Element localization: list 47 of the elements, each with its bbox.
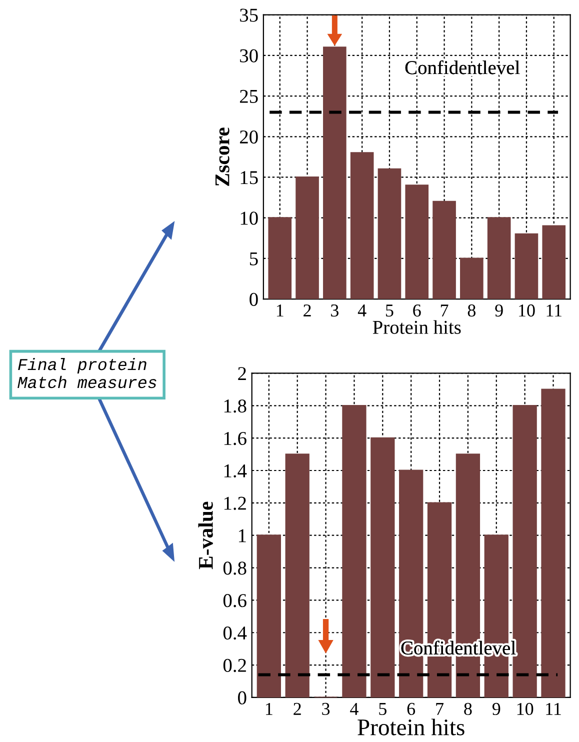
x-tick-label: 3 — [331, 304, 338, 317]
x-tick-label: 6 — [407, 702, 416, 716]
x-tick-label: 3 — [322, 702, 330, 716]
x-tick-label: 9 — [492, 702, 500, 716]
x-tick-label: 7 — [440, 304, 448, 316]
x-tick-label: 8 — [468, 304, 476, 317]
y-tick-label: 25 — [240, 90, 258, 103]
x-tick-label: 9 — [495, 304, 503, 317]
y-tick-label: 0.6 — [223, 594, 246, 608]
y-tick-label: 0.4 — [223, 626, 247, 640]
x-tick-label: 10 — [517, 702, 534, 716]
x-tick-label: 1 — [266, 702, 272, 715]
text: Final protein Match measures — [18, 358, 156, 388]
x-tick-label: 2 — [304, 304, 311, 316]
x-tick-label: 11 — [546, 304, 562, 316]
y-tick-label: 0.8 — [223, 562, 246, 575]
x-tick-label: 10 — [519, 304, 535, 317]
y-tick-label: 0 — [238, 691, 246, 704]
y-tick-label: 2 — [238, 367, 246, 380]
x-tick-label: 5 — [379, 703, 386, 716]
x-tick-label: 2 — [294, 702, 301, 715]
y-tick-label: 1.6 — [224, 432, 246, 446]
ref-line-label: Confidentlevel — [405, 60, 520, 74]
y-tick-label: 5 — [250, 252, 258, 266]
y-tick-label: 1.8 — [224, 399, 246, 413]
x-axis-title: Protein hits — [358, 718, 464, 736]
y-axis-title: Zscore — [216, 128, 230, 186]
y-tick-label: 0 — [250, 292, 258, 306]
x-tick-label: 8 — [464, 702, 472, 716]
x-tick-label: 7 — [436, 703, 444, 715]
x-tick-label: 11 — [546, 702, 561, 715]
y-tick-label: 20 — [240, 130, 258, 144]
y-tick-label: 35 — [240, 8, 258, 22]
x-tick-label: 4 — [350, 702, 358, 715]
y-tick-label: 30 — [240, 49, 258, 62]
x-tick-label: 5 — [386, 304, 394, 317]
y-tick-label: 0.2 — [223, 658, 246, 672]
y-tick-label: 1.4 — [224, 464, 247, 478]
y-axis-title: E-value — [198, 502, 213, 570]
y-tick-label: 15 — [240, 171, 258, 184]
y-tick-label: 1 — [238, 529, 246, 542]
x-axis-title: Protein hits — [372, 320, 461, 334]
x-tick-label: 4 — [358, 304, 366, 316]
y-tick-label: 10 — [240, 212, 258, 225]
x-tick-label: 6 — [413, 304, 421, 317]
x-tick-label: 1 — [276, 304, 284, 316]
y-tick-label: 1.2 — [224, 496, 246, 510]
